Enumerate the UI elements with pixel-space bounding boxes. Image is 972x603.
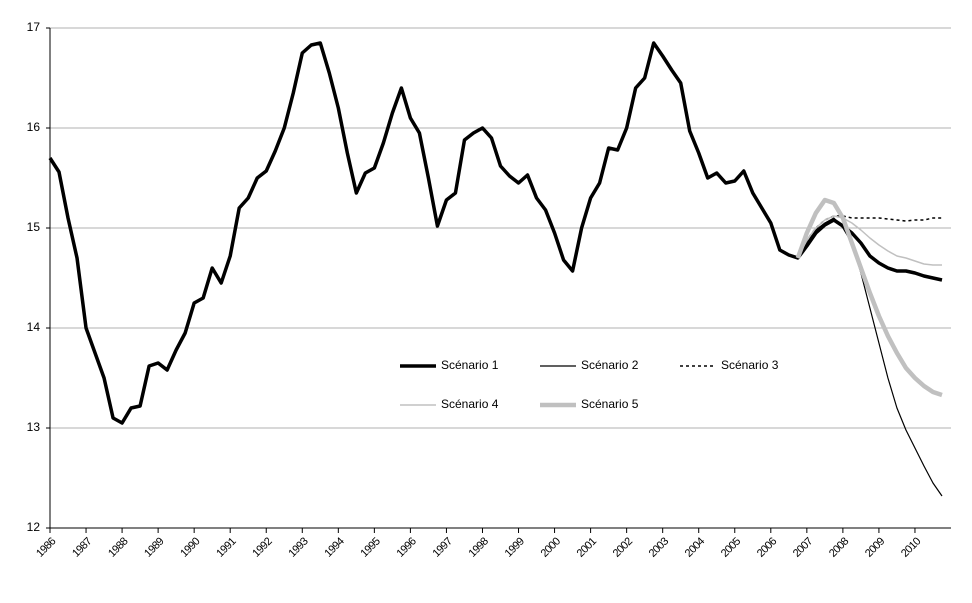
x-tick-label: 1989 [142,535,166,559]
x-tick-label: 2002 [611,535,635,559]
legend-label: Scénario 5 [581,397,639,411]
x-tick-label: 2006 [755,535,779,559]
y-tick-label: 17 [27,20,41,34]
x-tick-label: 2010 [899,535,923,559]
x-tick-label: 1997 [431,535,455,559]
x-tick-label: 2003 [647,535,671,559]
x-tick-label: 1991 [214,535,238,559]
x-tick-label: 2001 [575,535,599,559]
x-tick-label: 1996 [394,535,418,559]
x-tick-label: 1992 [250,535,274,559]
x-tick-label: 1986 [34,535,58,559]
series-line [795,197,943,398]
y-tick-label: 14 [27,320,41,334]
x-tick-label: 1993 [286,535,310,559]
y-tick-label: 12 [27,520,41,534]
y-tick-label: 13 [27,420,41,434]
x-tick-label: 1995 [358,535,382,559]
x-tick-label: 2005 [719,535,743,559]
legend-label: Scénario 4 [441,397,499,411]
series-line [797,217,943,497]
y-tick-label: 16 [27,120,41,134]
legend-label: Scénario 2 [581,358,639,372]
legend-label: Scénario 1 [441,358,499,372]
series-line [797,215,942,266]
series-line [48,41,943,425]
legend-label: Scénario 3 [721,358,779,372]
x-tick-label: 2009 [863,535,887,559]
x-tick-label: 2004 [683,535,707,559]
x-tick-label: 1987 [70,535,94,559]
x-tick-label: 1990 [178,535,202,559]
x-tick-label: 2008 [827,535,851,559]
y-tick-label: 15 [27,220,41,234]
x-tick-label: 1998 [467,535,491,559]
x-tick-label: 1988 [106,535,130,559]
x-tick-label: 1999 [503,535,527,559]
x-tick-label: 2000 [539,535,563,559]
x-tick-label: 1994 [322,535,346,559]
x-tick-label: 2007 [791,535,815,559]
